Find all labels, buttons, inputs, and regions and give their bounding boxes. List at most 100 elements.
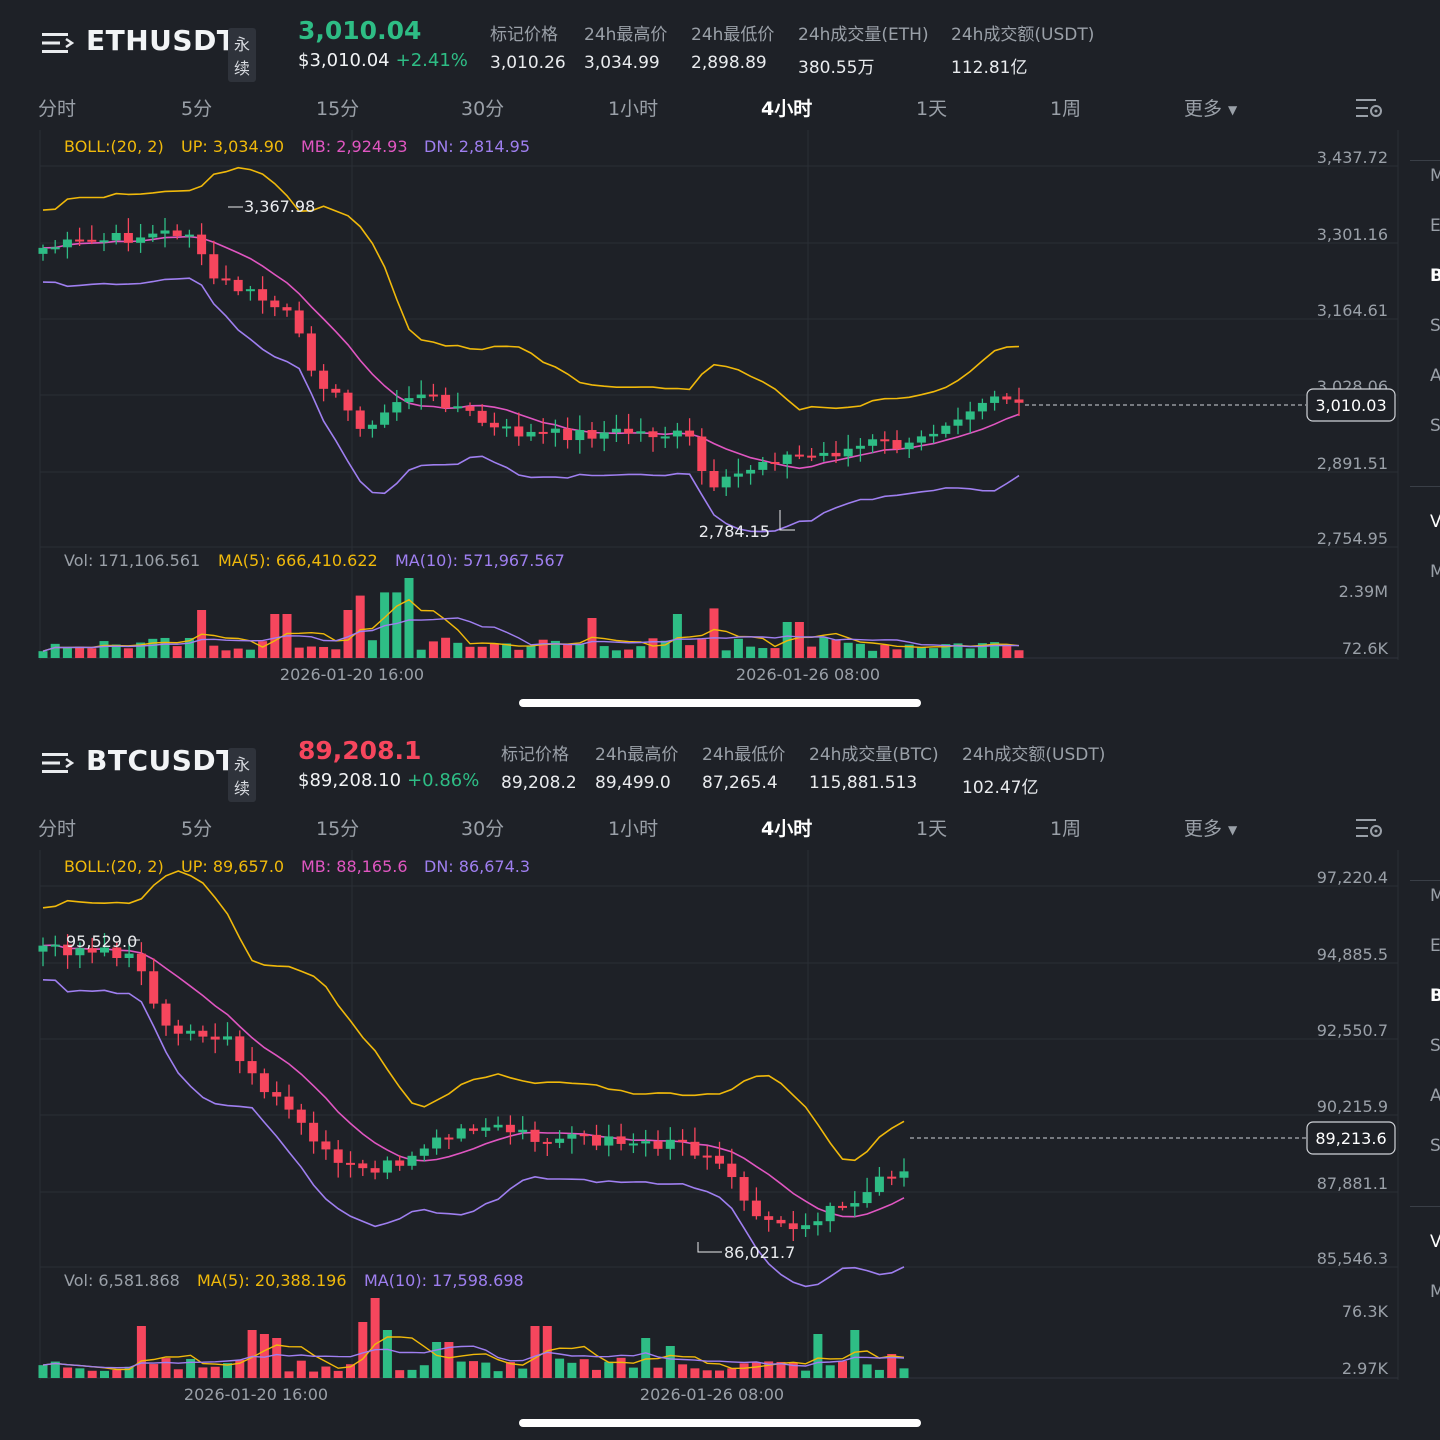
side-letter: B — [1430, 266, 1440, 286]
tab-more[interactable]: 更多 ▼ — [1184, 814, 1237, 841]
tab-4h[interactable]: 4小时 — [761, 818, 813, 840]
candle-body — [563, 428, 573, 441]
volume-bar — [50, 1361, 60, 1378]
pair-name[interactable]: ETHUSDT — [86, 24, 237, 57]
candle-body — [453, 406, 463, 409]
candle-body — [358, 1163, 368, 1169]
volume-bar — [697, 639, 707, 658]
candle-body — [87, 948, 97, 953]
boll-upper-line — [42, 166, 1020, 411]
volume-bar — [358, 1322, 368, 1378]
vol-ma5-line — [42, 598, 1020, 652]
stat-mark-price: 标记价格 3,010.26 — [490, 20, 566, 73]
annot-line — [697, 1242, 722, 1253]
price-axis-label: 94,885.5 — [1317, 945, 1388, 964]
candle-body — [660, 436, 670, 439]
candle-body — [441, 394, 451, 409]
volume-bar — [184, 637, 194, 658]
volume-bar — [838, 1361, 847, 1378]
stat-mark-price: 标记价格 89,208.2 — [501, 740, 577, 793]
vol-axis-label: 72.6K — [1342, 639, 1389, 658]
volume-bar — [210, 1366, 220, 1378]
volume-bar — [38, 1365, 48, 1378]
candle-body — [758, 461, 768, 470]
candle-body — [111, 232, 121, 241]
stat-24h-high: 24h最高价 3,034.99 — [584, 20, 667, 73]
tab-15m[interactable]: 15分 — [316, 98, 360, 120]
menu-icon[interactable] — [42, 30, 74, 56]
candle-body — [874, 1176, 884, 1193]
interval-tabs: 分时 5分 15分 30分 1小时 4小时 1天 1周 更多 ▼ — [0, 88, 1400, 128]
volume-bar — [628, 1367, 638, 1378]
volume-bar — [709, 608, 719, 658]
price-axis-label: 90,215.9 — [1317, 1097, 1388, 1116]
tab-1d[interactable]: 1天 — [916, 818, 948, 840]
chart-settings-icon[interactable] — [1356, 96, 1384, 120]
candle-body — [850, 1203, 860, 1207]
volume-bar — [813, 1334, 823, 1378]
tab-timeshare[interactable]: 分时 — [38, 98, 77, 120]
price-axis-label: 97,220.4 — [1317, 868, 1388, 887]
volume-bar — [441, 637, 451, 658]
stat-24h-volume: 24h成交量(BTC) 115,881.513 — [809, 740, 939, 793]
candle-body — [428, 394, 438, 397]
candle-body — [333, 1149, 343, 1163]
volume-bar — [270, 614, 280, 658]
candle-body — [977, 402, 987, 412]
eth-kline-chart[interactable]: BOLL:(20, 2) UP: 3,034.90 MB: 2,924.93 DN: … — [0, 130, 1440, 690]
interval-tabs: 分时 5分 15分 30分 1小时 4小时 1天 1周 更多 ▼ — [0, 808, 1400, 848]
volume-bar — [87, 648, 97, 658]
candle-body — [284, 1096, 294, 1110]
stat-value: 102.47亿 — [962, 778, 1039, 798]
candle-body — [247, 1061, 257, 1074]
tab-1w[interactable]: 1周 — [1050, 818, 1082, 840]
vol-ma10: MA(10): 571,967.567 — [395, 551, 565, 570]
vol-ma10: MA(10): 17,598.698 — [364, 1271, 524, 1290]
candle-body — [855, 445, 865, 449]
tab-5m[interactable]: 5分 — [181, 98, 213, 120]
divider — [1410, 160, 1440, 161]
candle-body — [502, 426, 512, 429]
candle-body — [50, 247, 60, 250]
tab-1h[interactable]: 1小时 — [608, 98, 659, 120]
volume-bar — [149, 1364, 159, 1378]
stat-value: 3,034.99 — [584, 53, 660, 73]
candle-body — [579, 1134, 589, 1137]
price-axis-label: 3,301.16 — [1317, 225, 1388, 244]
tab-1h[interactable]: 1小时 — [608, 818, 659, 840]
side-letter: S — [1430, 1136, 1440, 1156]
candle-body — [382, 1160, 392, 1173]
candle-body — [505, 1124, 515, 1133]
tab-timeshare[interactable]: 分时 — [38, 818, 77, 840]
volume-bar — [611, 650, 621, 658]
volume-bar — [538, 639, 548, 658]
tab-30m[interactable]: 30分 — [461, 818, 505, 840]
volume-bar — [616, 1357, 626, 1378]
caret-down-icon: ▼ — [1228, 822, 1238, 837]
volume-bar — [624, 649, 634, 658]
pair-name[interactable]: BTCUSDT — [86, 744, 236, 777]
low-annotation: 86,021.7 — [724, 1243, 795, 1262]
candle-body — [916, 436, 926, 443]
btc-kline-chart[interactable]: BOLL:(20, 2) UP: 89,657.0 MB: 88,165.6 DN: … — [0, 850, 1440, 1410]
candle-body — [294, 310, 304, 334]
volume-bar — [38, 651, 48, 658]
candle-body — [764, 1216, 774, 1220]
tab-4h[interactable]: 4小时 — [761, 98, 813, 120]
tab-1d[interactable]: 1天 — [916, 98, 948, 120]
menu-icon[interactable] — [42, 750, 74, 776]
tab-5m[interactable]: 5分 — [181, 818, 213, 840]
high-annotation: 3,367.98 — [244, 197, 315, 216]
chart-settings-icon[interactable] — [1356, 816, 1384, 840]
candle-body — [628, 1143, 638, 1146]
tab-more[interactable]: 更多 ▼ — [1184, 94, 1237, 121]
volume-bar — [456, 1361, 466, 1378]
tab-15m[interactable]: 15分 — [316, 818, 360, 840]
candles — [38, 933, 909, 1241]
tab-30m[interactable]: 30分 — [461, 98, 505, 120]
candle-body — [782, 454, 792, 464]
candle-body — [489, 422, 499, 428]
tab-1w[interactable]: 1周 — [1050, 98, 1082, 120]
volume-bars — [38, 1298, 909, 1378]
candle-body — [38, 247, 48, 254]
